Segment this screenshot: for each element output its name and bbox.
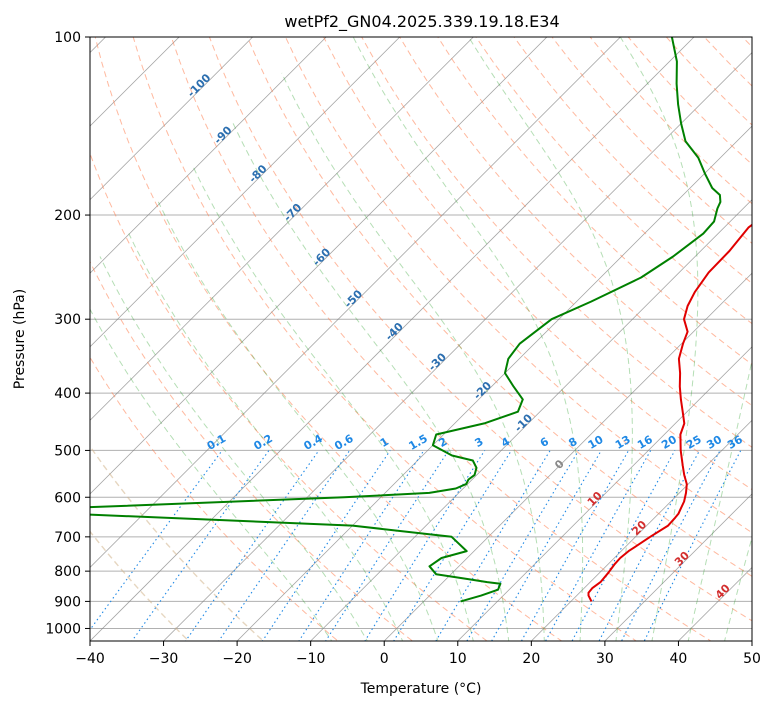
isotherm-line — [457, 346, 752, 641]
dry-adiabat-line — [90, 356, 339, 641]
dry-adiabat-line — [170, 37, 712, 641]
y-tick-label: 500 — [54, 443, 81, 459]
isotherm-line — [90, 37, 548, 495]
y-tick-label: 600 — [54, 490, 81, 506]
moist-adiabat-line — [468, 37, 633, 641]
temperature-profile-line — [587, 223, 752, 602]
x-tick-label: 20 — [522, 651, 540, 667]
mixing-ratio-line — [598, 450, 701, 641]
isotherm-line — [310, 199, 752, 641]
y-tick-label: 800 — [54, 564, 81, 580]
y-tick-label: 700 — [54, 530, 81, 546]
dry-adiabat-line — [399, 37, 752, 407]
moist-adiabat-line — [724, 535, 752, 641]
mixing-ratio-line — [131, 450, 270, 641]
isotherm-line — [90, 37, 327, 274]
dry-adiabat-line — [90, 260, 414, 641]
dewpoint-profile-line — [90, 37, 722, 603]
y-tick-label: 100 — [54, 30, 81, 46]
isotherm-line — [90, 37, 695, 641]
x-tick-label: −40 — [75, 651, 105, 667]
mixing-ratio-line — [620, 450, 721, 641]
moist-adiabat-line — [90, 308, 333, 641]
y-tick-label: 1000 — [45, 621, 81, 637]
x-axis-label: Temperature (°C) — [360, 681, 482, 697]
mixing-ratio-line — [643, 450, 742, 641]
isotherm-line — [90, 37, 474, 421]
y-tick-label: 900 — [54, 594, 81, 610]
y-axis-label: Pressure (hPa) — [12, 289, 28, 389]
y-axis: 100 200 300 400 500 600 700 800 900 1000 — [45, 30, 90, 637]
dry-adiabat-line — [90, 152, 488, 641]
x-tick-label: −20 — [222, 651, 252, 667]
moist-adiabat-line — [352, 37, 584, 641]
isotherm-line — [383, 272, 752, 641]
x-tick-label: 50 — [743, 651, 761, 667]
background-lines — [90, 37, 752, 641]
dry-adiabat-line — [90, 445, 265, 641]
x-tick-label: −10 — [296, 651, 326, 667]
isotherm-line — [90, 37, 180, 127]
moist-adiabat-line — [128, 233, 404, 641]
y-tick-label: 300 — [54, 312, 81, 328]
mixing-ratio-line — [393, 450, 512, 641]
moist-adiabat-line — [157, 201, 439, 641]
dry-adiabat-line — [90, 530, 190, 641]
profile-lines — [90, 37, 752, 603]
x-tick-label: 10 — [449, 651, 467, 667]
dry-adiabat-line — [361, 37, 752, 448]
mixing-ratio-line — [184, 450, 320, 641]
moist-adiabat-line — [619, 37, 699, 641]
dry-adiabat-line — [323, 37, 752, 491]
isotherm-line — [604, 493, 752, 641]
moist-adiabat-line — [99, 256, 368, 641]
x-axis: −40 −30 −20 −10 0 10 20 30 40 50 — [75, 641, 761, 667]
moist-adiabat-line — [281, 72, 545, 641]
mixing-ratio-line — [435, 450, 551, 641]
plot-frame — [89, 36, 753, 642]
isotherm-line — [90, 37, 622, 569]
chart-title: wetPf2_GN04.2025.339.19.18.E34 — [284, 12, 559, 32]
mixing-ratio-line — [466, 450, 580, 641]
x-tick-label: 40 — [670, 651, 688, 667]
isotherm-line — [236, 125, 752, 641]
x-tick-label: 30 — [596, 651, 614, 667]
dry-adiabat-line — [513, 37, 752, 284]
mixing-ratio-line — [544, 450, 652, 641]
isotherm-line — [530, 419, 752, 641]
moist-adiabat-line — [687, 358, 752, 641]
y-tick-label: 200 — [54, 208, 81, 224]
x-tick-label: −30 — [149, 651, 179, 667]
isotherm-line — [90, 37, 254, 201]
mixing-ratio-line — [298, 450, 425, 641]
dry-adiabat-line — [132, 37, 638, 641]
dry-adiabat-line — [246, 37, 752, 577]
isotherm-line — [90, 37, 401, 348]
isotherm-line — [162, 51, 752, 641]
dry-adiabat-line — [208, 37, 752, 622]
y-tick-label: 400 — [54, 386, 81, 402]
dry-adiabat-line — [284, 37, 752, 534]
mixing-ratio-line — [571, 450, 676, 641]
mixing-ratio-line — [520, 450, 630, 641]
mixing-ratio-line — [325, 450, 450, 641]
x-tick-label: 0 — [380, 651, 389, 667]
mixing-ratio-line — [491, 450, 602, 641]
moist-adiabat-line — [192, 165, 474, 641]
